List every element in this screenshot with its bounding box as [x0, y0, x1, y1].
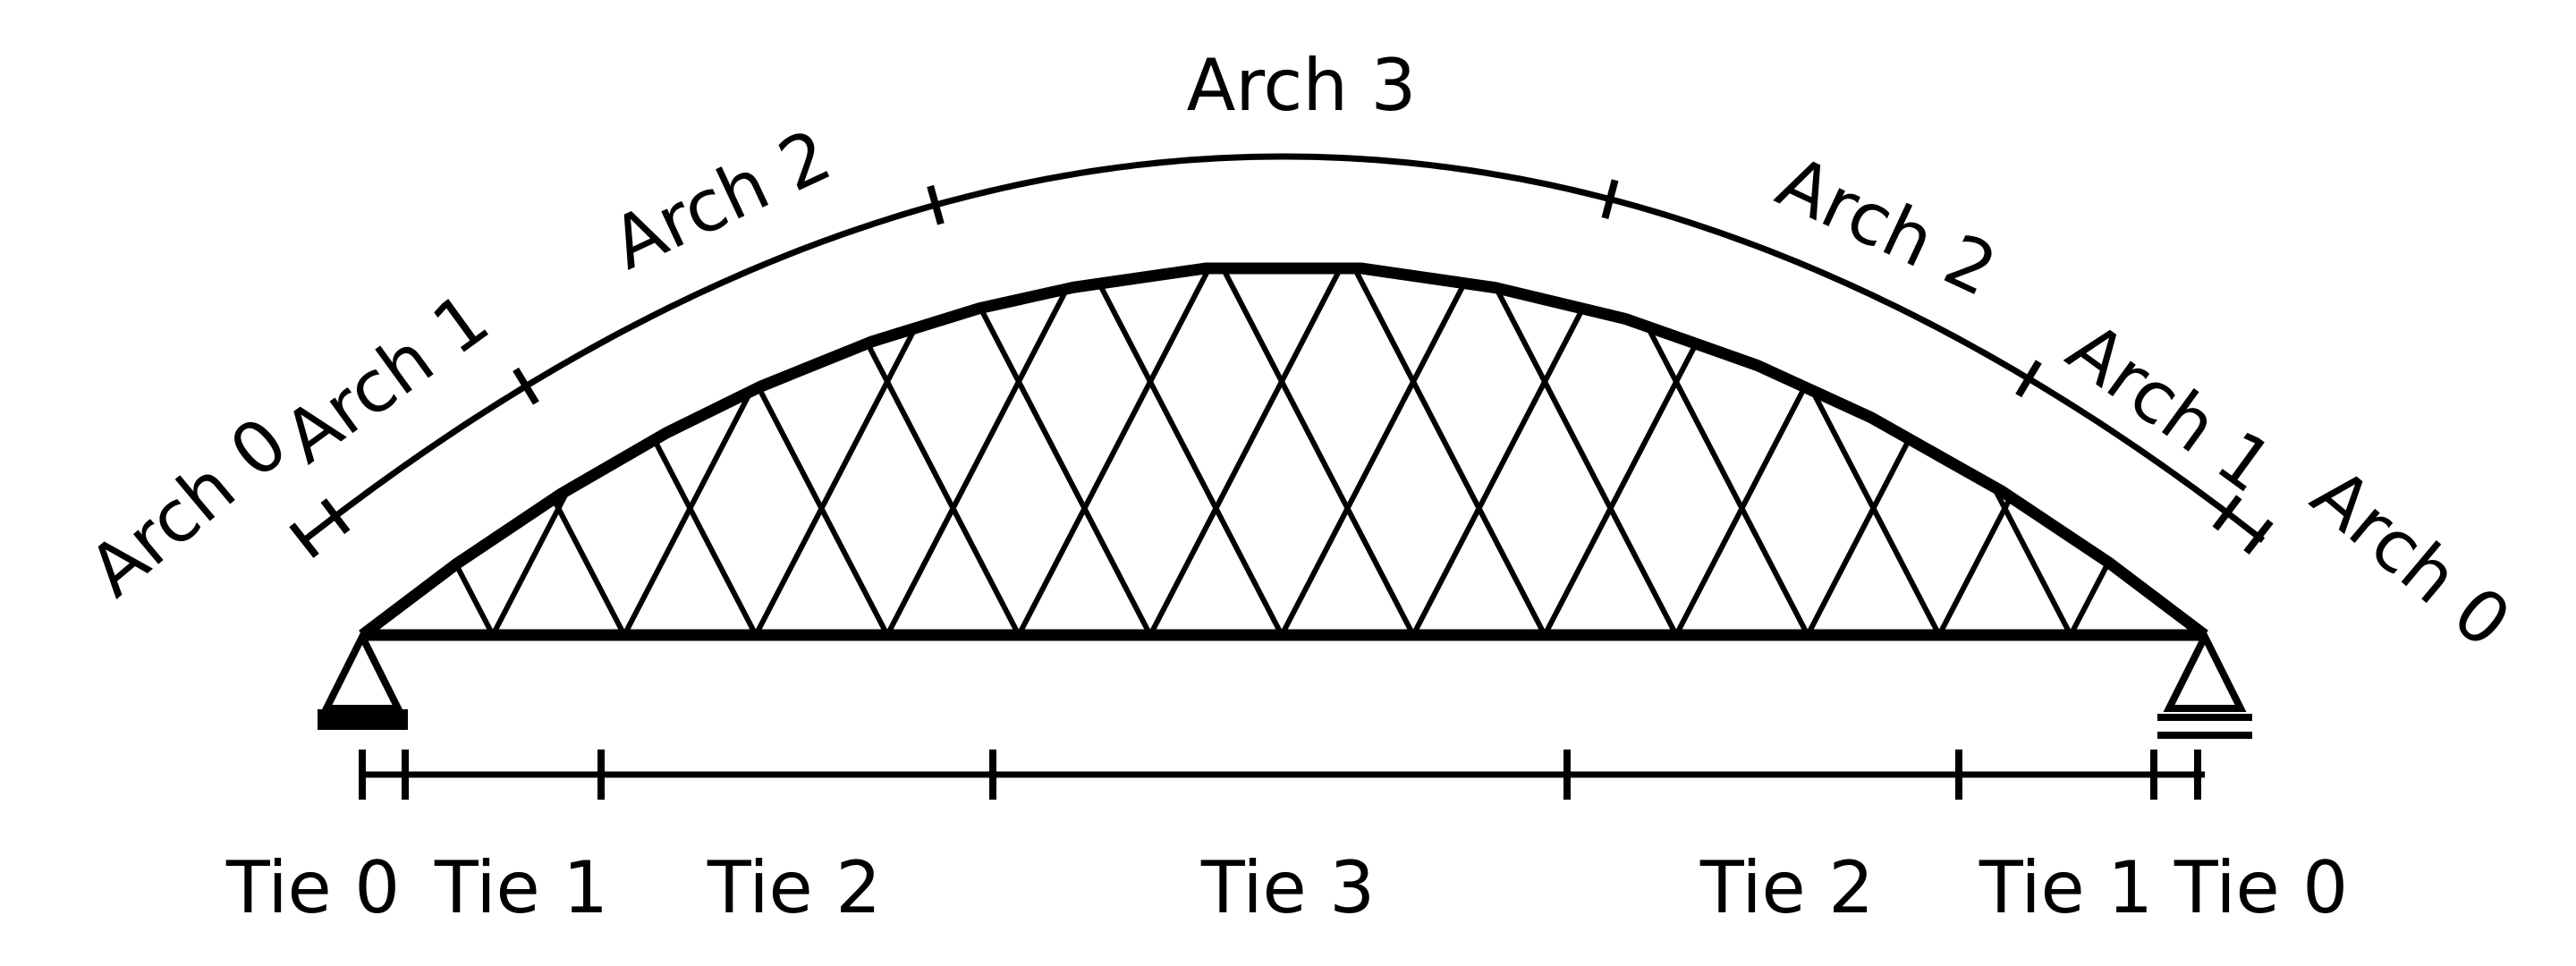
hanger [1279, 281, 1468, 637]
arch-tick [320, 498, 351, 535]
arch-label-2-left: Arch 2 [599, 114, 843, 286]
arch-label-3: Arch 3 [1187, 44, 1417, 127]
hanger [1411, 306, 1586, 637]
hanger [490, 487, 572, 637]
hanger [1148, 268, 1343, 637]
hanger [1990, 484, 2073, 637]
hanger [753, 325, 919, 637]
arch-segment-ticks [289, 179, 2274, 558]
roller-support [2157, 629, 2252, 739]
arch-tick [1601, 179, 1619, 220]
arch-label-1-right: Arch 1 [2053, 307, 2287, 509]
arch-label-2-right: Arch 2 [1766, 140, 2009, 313]
tie-label-2-left: Tie 2 [707, 846, 881, 929]
arch-tick [2243, 519, 2274, 555]
hanger [1097, 282, 1284, 637]
hanger [1493, 286, 1679, 637]
arch-segment-dimension-line [301, 153, 2266, 543]
tie-segment-ticks [359, 750, 2201, 800]
arch-tick [927, 184, 945, 225]
tie-label-1-right: Tie 1 [1979, 846, 2153, 929]
hanger [453, 563, 496, 637]
network-hangers [453, 268, 2111, 637]
arch-tick [513, 367, 539, 405]
hanger [1644, 324, 1810, 637]
arch-label-0-left: Arch 0 [73, 402, 303, 613]
hanger [1221, 268, 1416, 637]
hanger [865, 342, 1021, 637]
hanger [978, 307, 1153, 637]
tie-label-0-left: Tie 0 [225, 846, 400, 929]
hanger [2068, 561, 2111, 637]
hanger [885, 287, 1070, 637]
tie-segment-labels: Tie 0 Tie 1 Tie 2 Tie 3 Tie 2 Tie 1 Tie … [225, 846, 2348, 929]
hanger [1016, 269, 1210, 637]
hanger [622, 389, 754, 637]
tie-label-0-right: Tie 0 [2174, 846, 2348, 929]
tie-label-2-right: Tie 2 [1699, 846, 1874, 929]
arch-rib [359, 262, 2208, 640]
hanger [1809, 387, 1942, 637]
arch-label-0-right: Arch 0 [2296, 453, 2526, 664]
hanger [1805, 436, 1912, 637]
arch-label-1-left: Arch 1 [269, 277, 504, 479]
tie-label-1-left: Tie 1 [434, 846, 608, 929]
hanger [651, 437, 758, 637]
hanger [756, 386, 890, 637]
arch-tick [2015, 360, 2042, 398]
hanger [1936, 496, 2013, 637]
hanger [1542, 341, 1699, 637]
arch-tick [2212, 495, 2242, 531]
hanger [551, 497, 627, 637]
arch-tick [289, 522, 319, 558]
tie-label-3: Tie 3 [1200, 846, 1375, 929]
hanger [1353, 269, 1547, 637]
pinned-support [318, 629, 408, 730]
